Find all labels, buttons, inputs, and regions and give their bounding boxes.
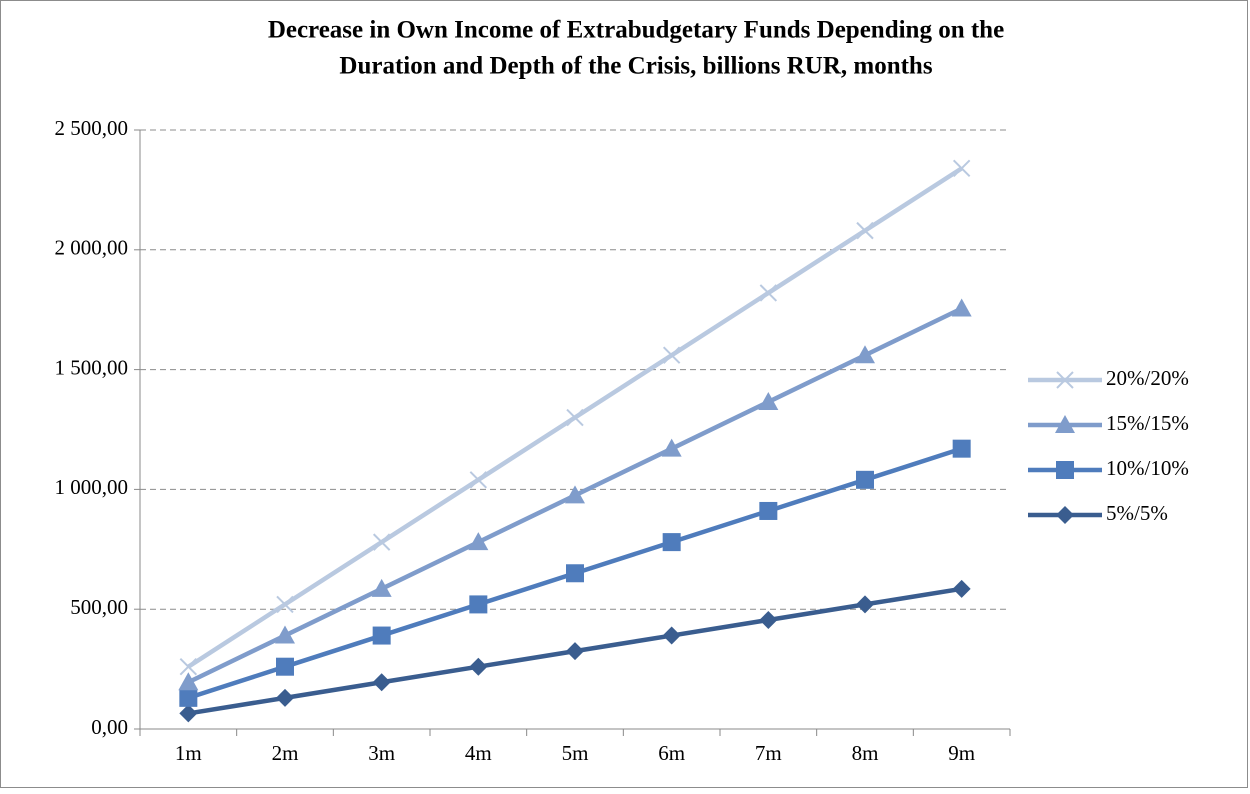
y-tick-label: 500,00 [70,595,128,619]
marker [662,346,681,364]
legend-label: 20%/20% [1106,366,1189,390]
marker [372,673,391,692]
marker [468,532,489,551]
legend-label: 5%/5% [1106,501,1168,525]
x-tick-label: 6m [658,741,685,765]
marker [952,579,971,598]
x-tick-label: 8m [852,741,879,765]
marker [276,688,294,707]
x-tick-label: 4m [465,741,492,765]
marker [856,221,874,240]
marker [758,391,779,410]
marker [952,439,971,458]
legend-label: 10%/10% [1106,456,1189,480]
chart-title: Duration and Depth of the Crisis, billio… [339,53,932,80]
marker [1055,415,1075,433]
marker [276,595,294,614]
chart-title: Decrease in Own Income of Extrabudgetary… [268,17,1004,44]
marker [275,625,295,644]
marker [951,298,972,317]
marker [469,471,488,489]
x-tick-label: 3m [368,741,395,765]
marker [566,642,584,661]
y-tick-label: 2 500,00 [55,116,129,140]
marker [276,657,294,676]
y-tick-label: 2 000,00 [55,236,129,260]
marker [566,408,584,427]
marker [566,564,584,583]
marker [759,610,778,629]
marker [856,595,874,614]
marker [1056,371,1074,389]
x-tick-label: 7m [755,741,782,765]
marker [759,284,778,302]
x-tick-label: 5m [562,741,589,765]
marker [662,626,681,645]
marker [952,159,971,178]
marker [372,533,391,551]
marker [565,485,585,504]
marker [372,626,391,645]
marker [469,657,488,676]
y-tick-label: 1 000,00 [55,475,129,499]
x-tick-label: 2m [272,741,299,765]
x-tick-label: 1m [175,741,202,765]
y-tick-label: 0,00 [91,715,128,739]
marker [469,595,488,614]
marker [855,345,875,364]
marker [178,672,199,691]
marker [179,657,198,676]
marker [371,578,392,597]
marker [179,704,198,723]
marker [661,438,682,457]
marker [1056,461,1074,479]
y-tick-label: 1 500,00 [55,355,129,379]
x-tick-label: 9m [948,741,975,765]
marker [1056,506,1074,524]
marker [759,501,778,520]
marker [179,688,198,707]
marker [856,470,874,489]
legend-label: 15%/15% [1106,411,1189,435]
marker [662,533,681,552]
